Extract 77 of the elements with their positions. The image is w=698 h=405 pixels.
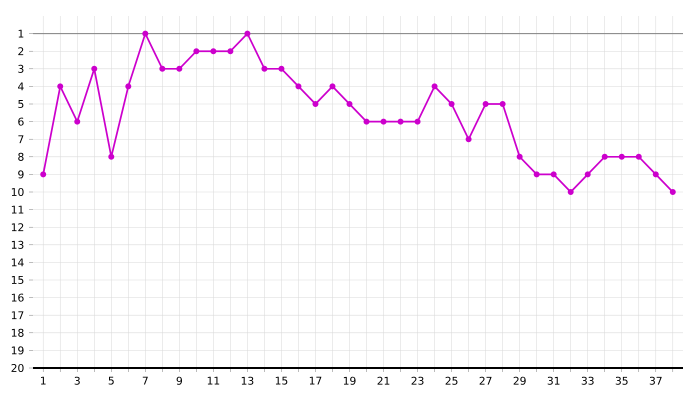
point	[108, 154, 114, 160]
x-tick-label: 7	[142, 376, 148, 384]
point	[618, 154, 625, 160]
y-tick-label: 19	[12, 346, 24, 354]
x-tick-label: 9	[176, 376, 182, 385]
x-tick-label: 17	[310, 376, 322, 384]
x-tick-label: 29	[514, 376, 526, 385]
y-tick-label: 11	[12, 206, 24, 214]
y-tick-label: 18	[12, 328, 24, 337]
x-tick-label: 21	[378, 376, 390, 385]
point	[584, 171, 591, 178]
point	[176, 66, 182, 72]
y-tick-label: 14	[12, 258, 24, 266]
y-tick-label: 6	[18, 118, 24, 126]
point	[261, 66, 268, 72]
point	[380, 118, 387, 125]
y-tick-label: 16	[12, 294, 24, 302]
point	[295, 83, 302, 90]
point	[91, 66, 98, 72]
x-tick-label: 3	[74, 376, 80, 385]
x-tick-label: 13	[242, 376, 254, 385]
y-tick-label: 4	[18, 82, 24, 90]
y-tick-label: 17	[12, 311, 24, 320]
point	[244, 30, 250, 37]
point	[448, 101, 455, 108]
point	[312, 101, 318, 108]
x-tick-label: 15	[276, 376, 288, 385]
point	[398, 118, 404, 125]
point	[482, 101, 489, 108]
point	[125, 83, 132, 90]
point	[193, 48, 200, 54]
point	[516, 154, 523, 160]
y-tick-label: 7	[18, 135, 24, 144]
x-tick-label: 23	[412, 376, 424, 385]
point	[227, 48, 234, 54]
x-tick-label: 31	[548, 376, 560, 385]
point	[74, 118, 80, 125]
y-tick-label: 8	[18, 152, 24, 161]
y-tick-label: 5	[18, 100, 24, 108]
y-tick-label: 9	[18, 170, 24, 178]
x-tick-label: 19	[344, 376, 356, 385]
point	[346, 101, 353, 108]
x-tick-label: 27	[480, 376, 492, 385]
y-tick-label: 10	[12, 188, 24, 196]
x-tick-label: 1	[40, 376, 46, 384]
point	[364, 118, 370, 125]
point	[602, 154, 608, 160]
point	[652, 171, 659, 178]
point	[550, 171, 557, 178]
y-tick-label: 2	[18, 47, 24, 56]
point	[670, 189, 676, 196]
point	[142, 30, 148, 37]
point	[210, 48, 216, 54]
point	[466, 136, 472, 142]
point	[636, 154, 642, 160]
point	[500, 101, 506, 108]
x-tick-label: 11	[208, 376, 220, 384]
y-tick-label: 12	[12, 223, 24, 232]
x-tick-label: 35	[616, 376, 628, 385]
point	[432, 83, 438, 90]
y-tick-label: 20	[12, 364, 24, 372]
point	[159, 66, 166, 72]
point	[414, 118, 421, 125]
x-tick-label: 25	[446, 376, 458, 385]
point	[329, 83, 336, 90]
y-tick-label: 15	[12, 276, 24, 284]
point	[40, 171, 46, 178]
x-tick-label: 33	[582, 376, 594, 385]
point	[534, 171, 540, 178]
y-tick-label: 3	[18, 64, 24, 73]
x-tick-label: 5	[108, 376, 114, 385]
x-tick-label: 37	[650, 376, 662, 385]
point	[57, 83, 64, 90]
point	[278, 66, 284, 72]
point	[568, 189, 574, 196]
y-tick-label: 1	[18, 30, 24, 38]
y-tick-label: 13	[12, 240, 24, 249]
